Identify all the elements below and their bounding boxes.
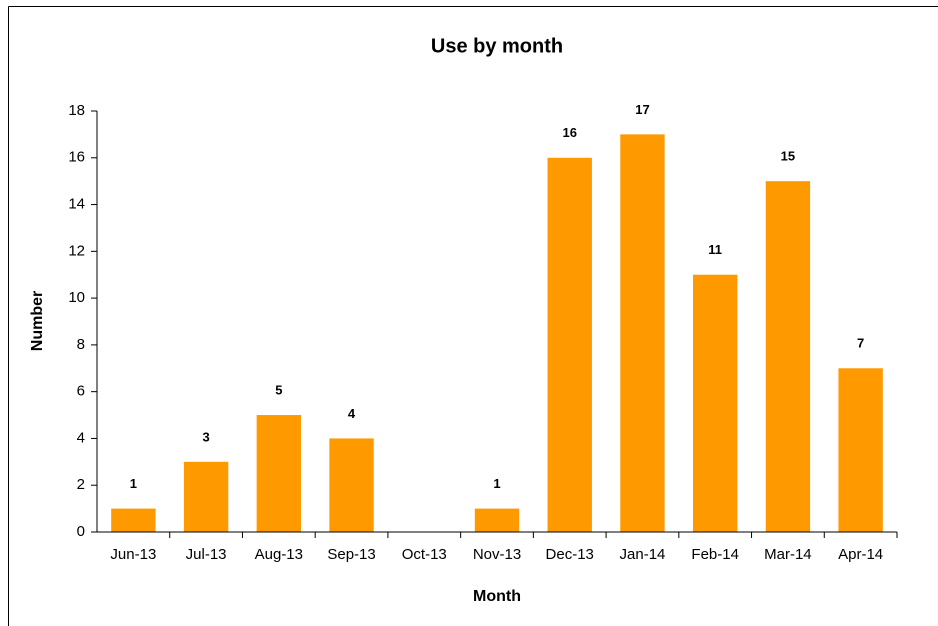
x-tick-label: Aug-13 <box>255 546 303 563</box>
y-tick-label: 6 <box>77 383 85 400</box>
y-tick-label: 12 <box>68 242 85 259</box>
bar <box>329 438 374 532</box>
data-label: 16 <box>562 125 576 140</box>
bar <box>474 508 520 532</box>
y-tick-label: 14 <box>68 196 85 213</box>
bar <box>838 368 883 532</box>
x-tick-label: Nov-13 <box>473 546 521 563</box>
x-tick-label: Dec-13 <box>546 546 594 563</box>
bar <box>183 461 229 532</box>
y-tick-label: 0 <box>77 523 85 540</box>
data-label: 4 <box>348 406 356 421</box>
y-tick-label: 8 <box>77 336 85 353</box>
x-tick-label: Mar-14 <box>764 546 812 563</box>
y-tick-label: 2 <box>77 476 85 493</box>
bar <box>547 157 592 532</box>
data-label: 3 <box>202 429 209 444</box>
data-label: 1 <box>130 476 137 491</box>
x-tick-label: Sep-13 <box>327 546 375 563</box>
bar <box>111 508 156 532</box>
data-label: 7 <box>857 336 864 351</box>
x-tick-label: Apr-14 <box>838 546 883 563</box>
data-label: 15 <box>781 149 795 164</box>
data-label: 17 <box>635 102 649 117</box>
data-label: 5 <box>275 382 282 397</box>
data-label: 1 <box>493 476 500 491</box>
bar <box>620 134 665 532</box>
x-tick-label: Jan-14 <box>620 546 666 563</box>
x-tick-label: Oct-13 <box>402 546 447 563</box>
data-label: 11 <box>708 242 722 257</box>
bar <box>256 415 301 532</box>
y-tick-label: 16 <box>68 149 85 166</box>
y-axis-label: Number <box>29 291 46 351</box>
y-tick-label: 10 <box>68 289 85 306</box>
bar <box>765 181 811 532</box>
y-tick-label: 18 <box>68 102 85 119</box>
x-axis-label: Month <box>473 588 521 605</box>
x-tick-label: Jun-13 <box>110 546 156 563</box>
x-tick-label: Jul-13 <box>186 546 227 563</box>
chart-title: Use by month <box>431 35 563 57</box>
x-tick-label: Feb-14 <box>691 546 739 563</box>
y-tick-label: 4 <box>77 429 85 446</box>
bar <box>693 274 738 532</box>
